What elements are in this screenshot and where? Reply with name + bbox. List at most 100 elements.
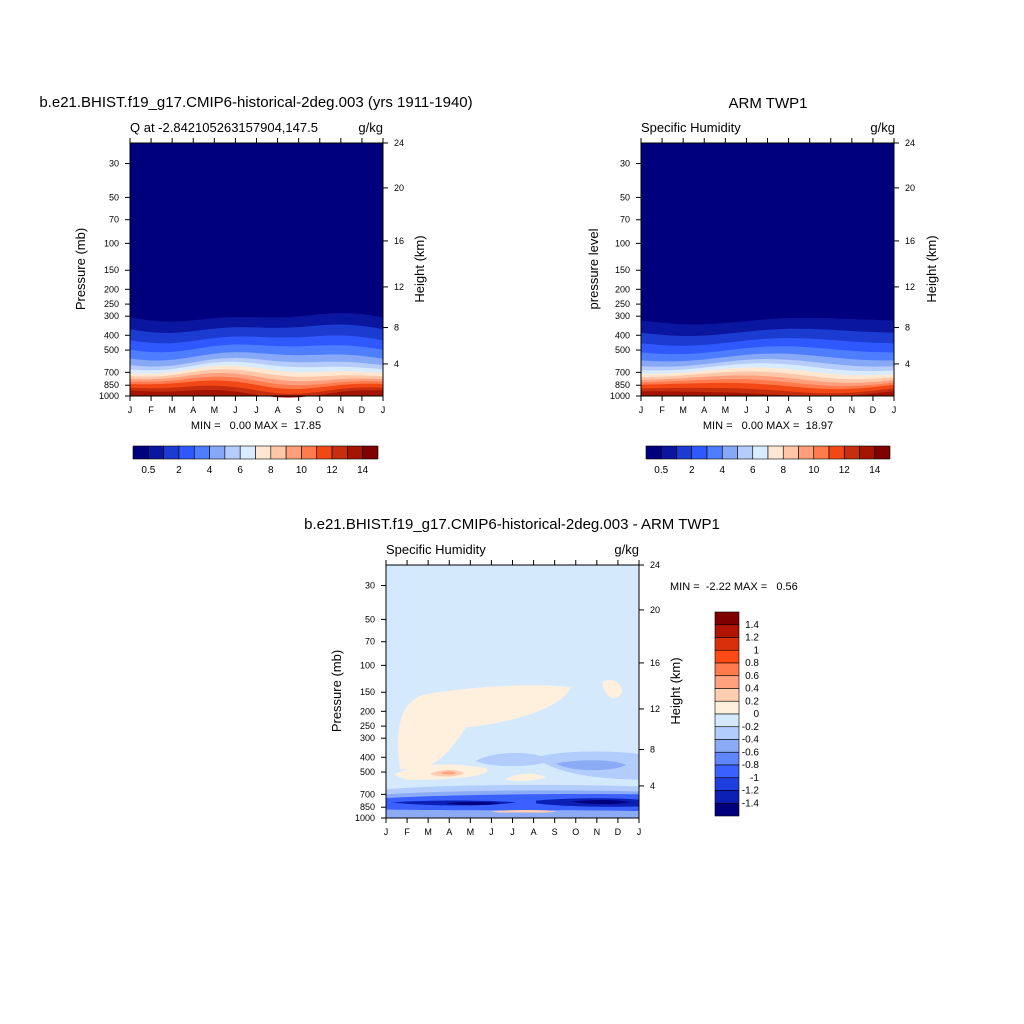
x-tick-label: J (381, 405, 386, 415)
y-tick-label: 100 (360, 660, 375, 670)
y-right-tick-label: 16 (905, 236, 915, 246)
x-tick-label: N (338, 405, 345, 415)
colorbar-swatch (714, 649, 740, 664)
y-tick-label: 250 (104, 299, 119, 309)
colorbar-swatch (285, 445, 302, 460)
x-tick-label: J (892, 405, 897, 415)
y-axis-right-label: Height (km) (924, 235, 939, 302)
colorbar-label: 2 (689, 465, 695, 476)
colorbar-swatch (224, 445, 241, 460)
colorbar-swatch (301, 445, 318, 460)
colorbar-label: 6 (750, 465, 756, 476)
colorbar-swatch (714, 675, 740, 689)
colorbar-swatch (737, 445, 754, 460)
y-tick-label: 100 (104, 238, 119, 248)
colorbar-swatch (660, 445, 677, 460)
colorbar-swatch (676, 445, 693, 460)
axes: J F M A M J J A S O N D J 30 50 70 100 150 200 250 300 400 500… (610, 138, 915, 415)
colorbar-swatch (714, 726, 740, 740)
x-tick-label: A (786, 405, 792, 415)
y-right-tick-label: 4 (905, 359, 910, 369)
colorbar-swatch (767, 445, 784, 460)
y-tick-label: 400 (615, 330, 630, 340)
x-tick-label: N (594, 827, 601, 837)
y-tick-label: 70 (365, 637, 375, 647)
y-right-tick-label: 24 (905, 138, 915, 148)
colorbar-label: 1.2 (745, 633, 759, 644)
y-right-tick-label: 8 (650, 745, 655, 755)
x-tick-label: J (128, 405, 133, 415)
colorbar-swatch (714, 790, 740, 804)
x-tick-label: F (404, 827, 410, 837)
x-tick-label: A (190, 405, 196, 415)
contour-fill (386, 812, 639, 818)
panel-title: ARM TWP1 (729, 95, 808, 112)
y-right-tick-label: 16 (650, 658, 660, 668)
y-tick-label: 30 (109, 159, 119, 169)
colorbar-label: 0 (753, 709, 759, 720)
y-right-tick-label: 20 (394, 183, 404, 193)
colorbar-swatch (714, 688, 740, 702)
axes: J F M A M J J A S O N D J 30 50 70 100 150 200 250 300 400 500… (355, 560, 660, 837)
contour-fill (556, 760, 626, 771)
colorbar-swatch (714, 637, 740, 651)
colorbar-swatch (148, 445, 164, 460)
y-axis-label: Pressure (mb) (73, 228, 88, 310)
y-right-tick-label: 12 (905, 282, 915, 292)
y-tick-label: 300 (104, 311, 119, 321)
colorbar-swatch (813, 445, 830, 460)
x-tick-label: J (489, 827, 494, 837)
colorbar-label: 4 (719, 465, 725, 476)
colorbar-swatch (714, 764, 740, 779)
x-tick-label: F (659, 405, 665, 415)
y-right-tick-label: 8 (905, 323, 910, 333)
contour-fill (506, 773, 546, 782)
y-tick-label: 200 (104, 284, 119, 294)
y-tick-label: 700 (104, 367, 119, 377)
y-tick-label: 850 (360, 802, 375, 812)
x-tick-label: S (807, 405, 813, 415)
field-area (386, 565, 639, 818)
y-tick-label: 50 (620, 192, 630, 202)
colorbar-swatch (714, 751, 740, 766)
x-tick-label: J (510, 827, 515, 837)
y-tick-label: 30 (365, 581, 375, 591)
y-axis-label: pressure level (586, 228, 601, 309)
y-tick-label: 850 (104, 380, 119, 390)
contour-fill (441, 771, 456, 775)
colorbar-label: -1 (750, 773, 759, 784)
y-axis-right-label: Height (km) (668, 657, 683, 724)
colorbar-label: 14 (357, 465, 369, 476)
colorbar-label: 4 (207, 465, 213, 476)
colorbar-swatch (193, 445, 210, 460)
colorbar-label: -0.6 (742, 747, 760, 758)
colorbar-swatch (645, 445, 662, 460)
x-tick-label: A (701, 405, 707, 415)
y-tick-label: 250 (615, 299, 630, 309)
contour-fill (476, 752, 551, 767)
observation-panel: ARM TWP1 Specific Humidity g/kg J F M A M J J A… (586, 95, 939, 476)
x-tick-label: N (849, 405, 856, 415)
contour-fill (491, 810, 556, 814)
colorbar-swatch (782, 445, 799, 460)
colorbar-label: 0.8 (745, 658, 759, 669)
x-tick-label: J (233, 405, 238, 415)
colorbar-swatch (714, 802, 740, 817)
x-tick-label: J (744, 405, 749, 415)
y-tick-label: 200 (360, 706, 375, 716)
contour-fill (641, 391, 894, 397)
colorbar-label: 0.5 (654, 465, 668, 476)
y-right-tick-label: 12 (394, 282, 404, 292)
x-tick-label: A (275, 405, 281, 415)
y-tick-label: 300 (360, 733, 375, 743)
colorbar: 0.5 2 4 6 8 10 12 14 (132, 445, 379, 476)
y-axis-label: Pressure (mb) (329, 650, 344, 732)
y-tick-label: 400 (360, 752, 375, 762)
colorbar-swatch (828, 445, 845, 460)
colorbar-label: 2 (176, 465, 182, 476)
colorbar-swatch (178, 445, 195, 460)
stats-label: MIN = 0.00 MAX = 17.85 (191, 420, 321, 432)
colorbar-label: 1 (753, 645, 759, 656)
colorbar-label: -0.4 (742, 735, 760, 746)
